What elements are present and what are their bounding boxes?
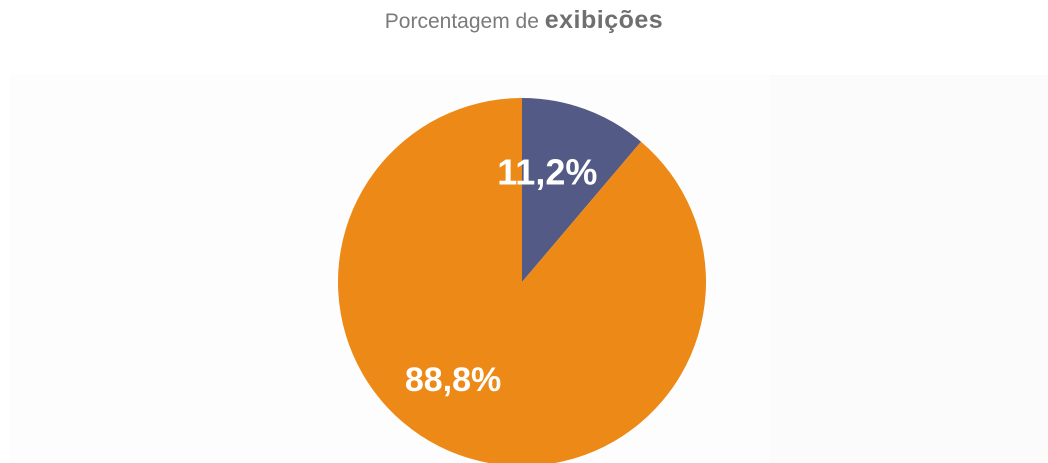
right-background — [770, 75, 1048, 463]
chart-title-emphasis: exibições — [544, 6, 664, 34]
chart-title-plain: Porcentagem de — [384, 10, 539, 33]
pie-slice-label: 11,2% — [497, 151, 597, 192]
pie-labels: 11,2% 88,8% — [405, 151, 598, 398]
pie-slice — [522, 98, 642, 282]
pie-slice — [338, 98, 706, 463]
pie-slices — [338, 98, 706, 463]
chart-title: Porcentagem de exibições — [0, 6, 1048, 35]
pie-slice-label: 88,8% — [405, 361, 501, 399]
